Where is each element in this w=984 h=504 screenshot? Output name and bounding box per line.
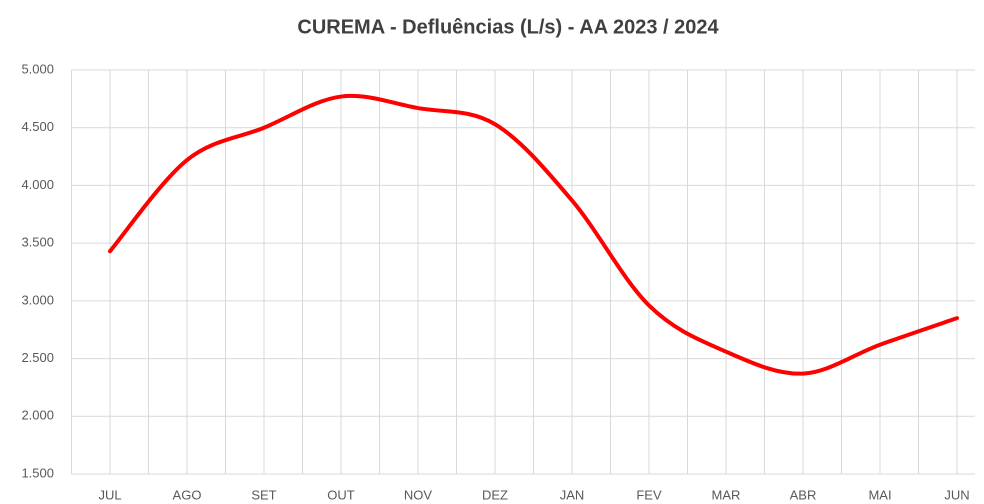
x-tick-label: JAN xyxy=(560,487,585,502)
x-tick-label: JUN xyxy=(944,487,969,502)
x-tick-label: ABR xyxy=(790,487,817,502)
y-tick-label: 3.500 xyxy=(21,235,54,250)
y-tick-label: 2.500 xyxy=(21,350,54,365)
chart-title: CUREMA - Defluências (L/s) - AA 2023 / 2… xyxy=(297,16,719,38)
x-tick-label: AGO xyxy=(173,487,202,502)
y-tick-label: 4.000 xyxy=(21,177,54,192)
line-series xyxy=(108,93,959,376)
x-tick-label: NOV xyxy=(404,487,433,502)
y-tick-label: 2.000 xyxy=(21,408,54,423)
x-tick-label: MAR xyxy=(712,487,741,502)
y-tick-label: 3.000 xyxy=(21,292,54,307)
x-tick-label: JUL xyxy=(98,487,121,502)
x-tick-label: SET xyxy=(251,487,276,502)
y-tick-label: 5.000 xyxy=(21,61,54,76)
y-tick-label: 1.500 xyxy=(21,465,54,480)
x-tick-label: OUT xyxy=(327,487,355,502)
x-tick-label: DEZ xyxy=(482,487,508,502)
x-tick-label: MAI xyxy=(868,487,891,502)
y-tick-label: 4.500 xyxy=(21,119,54,134)
x-tick-label: FEV xyxy=(636,487,662,502)
